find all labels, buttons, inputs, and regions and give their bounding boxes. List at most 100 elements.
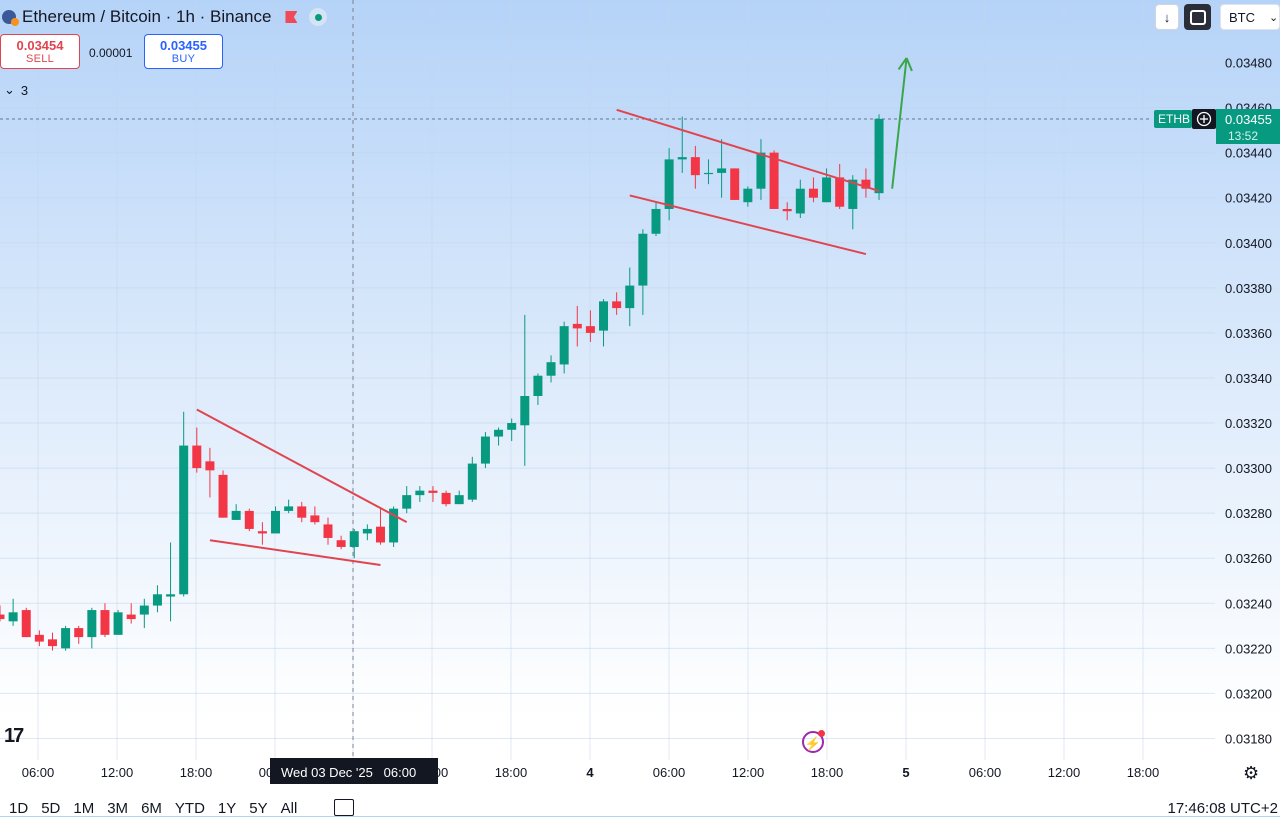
time-axis[interactable]: 06:0012:0018:0000:0006:0012:0018:00406:0…	[22, 765, 1160, 780]
chart-grid	[0, 0, 1215, 760]
candle	[389, 506, 399, 547]
y-tick-label: 0.03360	[1225, 326, 1272, 341]
buy-label: BUY	[171, 53, 196, 65]
y-tick-label: 0.03240	[1225, 596, 1272, 611]
tradingview-logo[interactable]: 17	[4, 725, 24, 747]
buy-price: 0.03455	[160, 38, 207, 53]
timeframe-1m[interactable]: 1M	[73, 800, 95, 817]
timeframe-5d[interactable]: 5D	[41, 800, 61, 817]
candle	[480, 432, 490, 469]
buy-button[interactable]: 0.03455 BUY	[144, 34, 223, 69]
download-button[interactable]: ↓	[1155, 4, 1179, 30]
y-tick-label: 0.03280	[1225, 506, 1272, 521]
flag-icon[interactable]	[285, 11, 298, 23]
price-tag-symbol: ETHB	[1158, 112, 1190, 126]
candle	[179, 411, 189, 597]
candle	[795, 179, 805, 218]
price-chart[interactable]: 0.034800.034600.034400.034200.034000.033…	[0, 0, 1280, 790]
y-tick-label: 0.03220	[1225, 641, 1272, 656]
x-tick-label: 12:00	[1048, 765, 1081, 780]
current-price-tag: ETHB 0.03455 13:52	[1154, 109, 1280, 144]
candle	[166, 542, 176, 622]
x-tick-label: 06:00	[969, 765, 1002, 780]
candle	[808, 177, 818, 203]
candle	[244, 508, 254, 532]
candle	[703, 159, 713, 185]
sell-price: 0.03454	[16, 38, 64, 53]
candle	[402, 486, 412, 514]
candle	[8, 598, 18, 626]
candle	[494, 427, 504, 446]
candle	[638, 229, 648, 315]
spread-value: 0.00001	[89, 46, 133, 60]
candle	[47, 632, 57, 651]
x-tick-label: 18:00	[180, 765, 213, 780]
currency-value: BTC	[1229, 9, 1255, 25]
candle	[717, 139, 727, 198]
timeframe-bar: 1D 5D 1M 3M 6M YTD 1Y 5Y All	[0, 800, 301, 817]
eth-btc-coin-icon	[2, 10, 19, 26]
candle	[375, 508, 385, 545]
indicators-toggle[interactable]: ⌄ 3	[4, 82, 28, 98]
candle	[349, 528, 359, 559]
clock[interactable]: 17:46:08 UTC+2	[1167, 800, 1279, 817]
chevron-down-icon: ⌄	[4, 82, 15, 97]
trendline[interactable]	[616, 108, 880, 192]
currency-select[interactable]: BTC ⌄	[1220, 4, 1280, 30]
timeframe-1y[interactable]: 1Y	[217, 800, 237, 817]
timeframe-6m[interactable]: 6M	[141, 800, 162, 817]
x-tick-label: 18:00	[1127, 765, 1160, 780]
candle	[441, 490, 451, 507]
candle	[192, 427, 202, 473]
fullscreen-button[interactable]	[1184, 4, 1211, 30]
candle	[152, 585, 162, 613]
timeframe-1d[interactable]: 1D	[9, 800, 29, 817]
candle	[572, 305, 582, 347]
lightning-icon[interactable]: ⚡	[802, 730, 825, 753]
timeframe-ytd[interactable]: YTD	[174, 800, 205, 817]
candle	[848, 175, 858, 230]
symbol-title[interactable]: Ethereum / Bitcoin · 1h · Binance	[22, 7, 272, 26]
current-price-label: 0.03455	[1225, 112, 1272, 127]
candle	[126, 603, 136, 624]
timeframe-5y[interactable]: 5Y	[249, 800, 268, 817]
x-tick-label: 4	[586, 765, 594, 780]
candle-countdown: 13:52	[1228, 129, 1258, 143]
x-tick-label: 12:00	[732, 765, 765, 780]
x-tick-label: 18:00	[495, 765, 528, 780]
timeframe-3m[interactable]: 3M	[107, 800, 129, 817]
drawings-layer[interactable]	[196, 57, 913, 566]
calendar-icon[interactable]	[334, 799, 354, 816]
candle	[271, 506, 281, 534]
trendline[interactable]	[209, 539, 381, 566]
sell-button[interactable]: 0.03454 SELL	[0, 34, 80, 69]
candle	[599, 299, 609, 347]
settings-gear-icon[interactable]: ⚙	[1243, 763, 1260, 783]
crosshair-time-label: Wed 03 Dec '25 06:00	[270, 758, 438, 784]
arrow-down-icon: ↓	[1163, 9, 1171, 25]
market-status-icon[interactable]	[309, 8, 328, 26]
trendline[interactable]	[629, 194, 867, 256]
candle	[34, 630, 44, 647]
y-tick-label: 0.03180	[1225, 732, 1272, 747]
y-tick-label: 0.03480	[1225, 56, 1272, 71]
chart-header: Ethereum / Bitcoin · 1h · Binance	[0, 4, 328, 30]
price-axis[interactable]: 0.034800.034600.034400.034200.034000.033…	[1225, 56, 1272, 747]
candle	[310, 506, 320, 525]
timeframe-all[interactable]: All	[280, 800, 298, 817]
candle	[585, 310, 595, 342]
breakout-arrow[interactable]	[891, 57, 913, 189]
candle	[625, 267, 635, 327]
y-tick-label: 0.03300	[1225, 461, 1272, 476]
add-alert-icon[interactable]	[1196, 111, 1212, 127]
candles-layer	[0, 114, 884, 651]
candle	[454, 490, 464, 505]
candle	[756, 139, 766, 200]
candle	[231, 504, 241, 520]
x-tick-label: 06:00	[22, 765, 55, 780]
candle	[336, 535, 346, 550]
trendline[interactable]	[196, 408, 408, 524]
candle	[743, 186, 753, 207]
candle	[113, 610, 123, 635]
candle	[559, 321, 569, 374]
